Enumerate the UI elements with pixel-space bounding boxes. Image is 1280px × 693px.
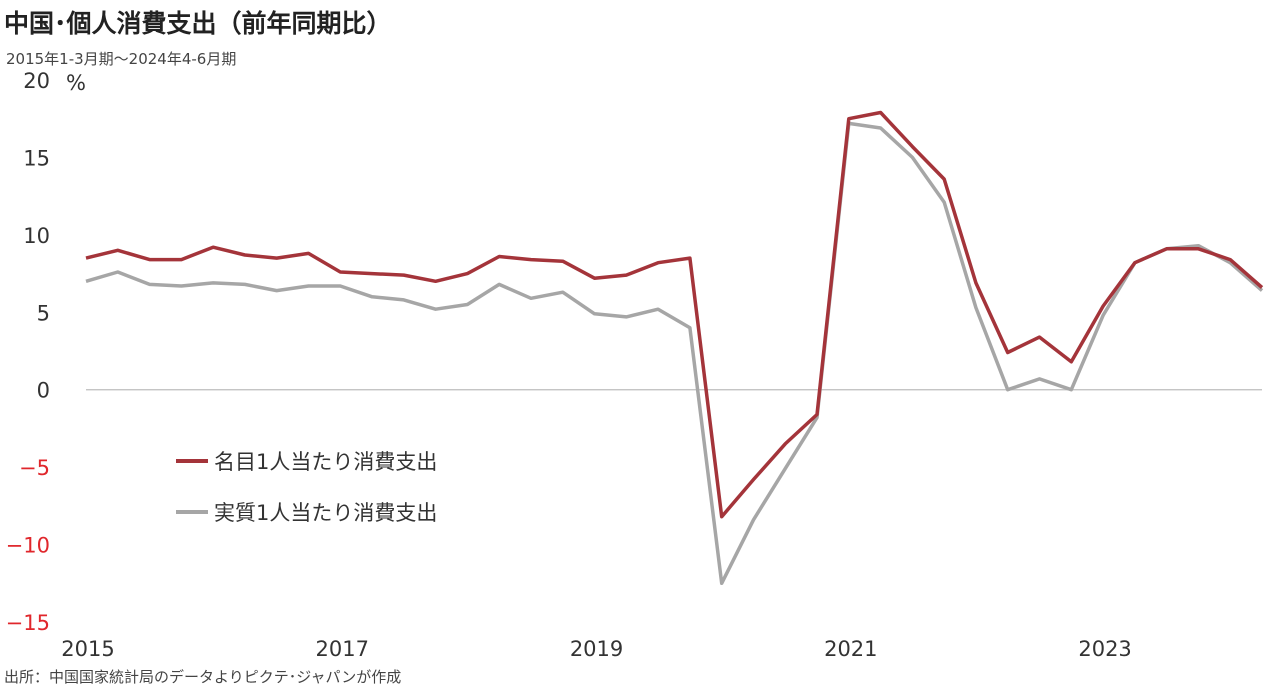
y-tick-label: 0	[37, 379, 50, 403]
y-tick-label: 15	[23, 146, 50, 170]
y-tick-label: −5	[19, 456, 50, 480]
y-tick-label: −15	[6, 611, 50, 635]
chart-subtitle: 2015年1-3月期～2024年4-6月期	[6, 50, 237, 68]
chart-title: 中国･個人消費支出（前年同期比）	[4, 9, 392, 38]
legend-label: 実質1人当たり消費支出	[214, 501, 437, 525]
x-tick-label: 2017	[316, 637, 369, 661]
x-tick-label: 2021	[824, 637, 877, 661]
legend-label: 名目1人当たり消費支出	[214, 450, 437, 474]
y-tick-label: 5	[37, 301, 50, 325]
series-line-real	[85, 121, 1264, 586]
y-axis-unit-label: %	[66, 71, 86, 95]
x-axis-ticks: 2015 2017 2019 2021 2023	[61, 637, 1132, 661]
y-tick-label: −10	[6, 534, 50, 558]
y-tick-label: 20	[23, 69, 50, 93]
x-tick-label: 2015	[61, 637, 114, 661]
series-lines	[85, 110, 1264, 586]
series-line-nominal	[85, 110, 1264, 519]
x-tick-label: 2019	[570, 637, 623, 661]
x-tick-label: 2023	[1078, 637, 1131, 661]
y-tick-label: 10	[23, 224, 50, 248]
y-axis-ticks: 20 15 10 5 0 −5 −10 −15	[6, 69, 50, 635]
source-note: 出所：中国国家統計局のデータよりピクテ･ジャパンが作成	[4, 668, 402, 686]
